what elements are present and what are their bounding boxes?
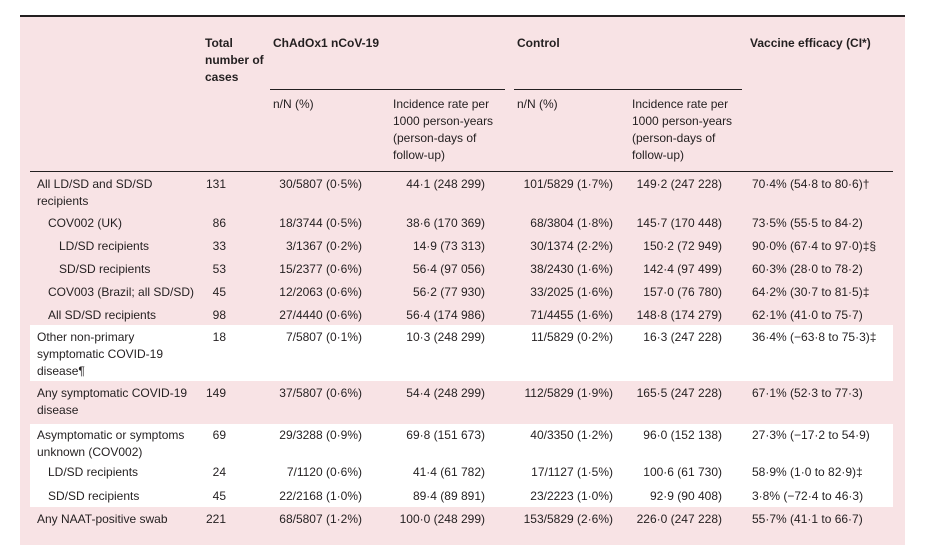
efficacy-value: 55·7% (41·1 to 66·7) [752, 512, 863, 526]
column-subheader: n/N (%) [517, 97, 558, 111]
cell-value: 150·2 (72 949) [643, 239, 722, 253]
efficacy-value: 3·8% (−72·4 to 46·3) [752, 489, 864, 503]
row-band [30, 424, 893, 507]
cell-value: 3/1367 (0·2%) [285, 239, 362, 253]
cell-value: 89·4 (89 891) [412, 489, 485, 503]
cell-value: 41·4 (61 782) [412, 465, 485, 479]
column-subheader: Incidence rate per 1000 person-years (pe… [632, 97, 733, 162]
cell-value: 100·0 (248 299) [399, 512, 485, 526]
cell-value: 68/5807 (1·2%) [279, 512, 362, 526]
cell-value: 226·0 (247 228) [636, 512, 722, 526]
cell-value: 38·6 (170 369) [406, 216, 485, 230]
row-label: LD/SD recipients [59, 239, 150, 253]
cell-value: 40/3350 (1·2%) [530, 428, 613, 442]
column-header: Control [517, 36, 560, 50]
row-label: LD/SD recipients [48, 465, 139, 479]
cell-value: 24 [212, 465, 226, 479]
cell-value: 221 [205, 512, 226, 526]
cell-value: 56·4 (174 986) [406, 308, 485, 322]
cell-value: 7/1120 (0·6%) [286, 465, 362, 479]
efficacy-value: 90·0% (67·4 to 97·0)‡§ [752, 239, 877, 253]
efficacy-value: 64·2% (30·7 to 81·5)‡ [752, 285, 870, 299]
cell-value: 22/2168 (1·0%) [279, 489, 362, 503]
row-label: All LD/SD and SD/SD recipients [37, 177, 153, 208]
cell-value: 69·8 (151 673) [406, 428, 485, 442]
efficacy-value: 62·1% (41·0 to 75·7) [752, 308, 863, 322]
cell-value: 157·0 (76 780) [643, 285, 722, 299]
cell-value: 12/2063 (0·6%) [279, 285, 362, 299]
cell-value: 33 [212, 239, 226, 253]
row-band [30, 325, 893, 381]
cell-value: 69 [212, 428, 226, 442]
column-header: ChAdOx1 nCoV-19 [273, 36, 380, 50]
efficacy-value: 36·4% (−63·8 to 75·3)‡ [752, 330, 877, 344]
cell-value: 7/5807 (0·1%) [285, 330, 362, 344]
row-label: Other non-primary symptomatic COVID-19 d… [37, 330, 164, 378]
cell-value: 38/2430 (1·6%) [530, 262, 613, 276]
cell-value: 56·2 (77 930) [412, 285, 485, 299]
cell-value: 27/4440 (0·6%) [279, 308, 362, 322]
row-label: SD/SD recipients [59, 262, 151, 276]
cell-value: 149 [205, 386, 226, 400]
cell-value: 142·4 (97 499) [643, 262, 722, 276]
cell-value: 98 [212, 308, 226, 322]
column-subheader: n/N (%) [273, 97, 314, 111]
cell-value: 14·9 (73 313) [412, 239, 485, 253]
cell-value: 44·1 (248 299) [406, 177, 485, 191]
cell-value: 56·4 (97 056) [412, 262, 485, 276]
cell-value: 86 [212, 216, 226, 230]
column-header: Vaccine efficacy (CI*) [750, 36, 871, 50]
row-label: COV002 (UK) [48, 216, 123, 230]
cell-value: 153/5829 (2·6%) [523, 512, 613, 526]
column-header: Total number of cases [205, 36, 264, 84]
row-label: Any symptomatic COVID-19 disease [37, 386, 188, 417]
cell-value: 101/5829 (1·7%) [523, 177, 613, 191]
efficacy-value: 58·9% (1·0 to 82·9)‡ [752, 465, 863, 479]
cell-value: 18/3744 (0·5%) [279, 216, 362, 230]
cell-value: 145·7 (170 448) [636, 216, 722, 230]
top-rule [20, 15, 905, 17]
efficacy-value: 67·1% (52·3 to 77·3) [752, 386, 863, 400]
group-rule [270, 89, 505, 90]
efficacy-value: 70·4% (54·8 to 80·6)† [752, 177, 870, 191]
cell-value: 29/3288 (0·9%) [279, 428, 362, 442]
row-label: Any NAAT-positive swab [37, 512, 168, 526]
cell-value: 10·3 (248 299) [406, 330, 485, 344]
cell-value: 15/2377 (0·6%) [279, 262, 362, 276]
cell-value: 100·6 (61 730) [643, 465, 722, 479]
cell-value: 68/3804 (1·8%) [530, 216, 613, 230]
cell-value: 45 [212, 285, 226, 299]
row-label: All SD/SD recipients [48, 308, 157, 322]
cell-value: 17/1127 (1·5%) [531, 465, 613, 479]
cell-value: 131 [205, 177, 226, 191]
cell-value: 23/2223 (1·0%) [530, 489, 613, 503]
column-subheader: Incidence rate per 1000 person-years (pe… [393, 97, 494, 162]
cell-value: 37/5807 (0·6%) [279, 386, 362, 400]
cell-value: 30/5807 (0·5%) [279, 177, 362, 191]
cell-value: 54·4 (248 299) [406, 386, 485, 400]
header-rule [30, 171, 893, 172]
cell-value: 16·3 (247 228) [643, 330, 722, 344]
efficacy-value: 27·3% (−17·2 to 54·9) [752, 428, 870, 442]
row-label: COV003 (Brazil; all SD/SD) [48, 285, 195, 299]
row-label: Asymptomatic or symptoms unknown (COV002… [37, 428, 185, 459]
efficacy-value: 60·3% (28·0 to 78·2) [752, 262, 863, 276]
cell-value: 92·9 (90 408) [649, 489, 722, 503]
cell-value: 112/5829 (1·9%) [524, 386, 614, 400]
group-rule [514, 89, 742, 90]
cell-value: 45 [212, 489, 226, 503]
cell-value: 149·2 (247 228) [636, 177, 722, 191]
cell-value: 71/4455 (1·6%) [530, 308, 613, 322]
cell-value: 53 [212, 262, 226, 276]
cell-value: 96·0 (152 138) [643, 428, 722, 442]
cell-value: 148·8 (174 279) [636, 308, 722, 322]
cell-value: 18 [212, 330, 226, 344]
cell-value: 165·5 (247 228) [636, 386, 722, 400]
cell-value: 30/1374 (2·2%) [530, 239, 613, 253]
cell-value: 33/2025 (1·6%) [530, 285, 613, 299]
row-label: SD/SD recipients [48, 489, 140, 503]
cell-value: 11/5829 (0·2%) [531, 330, 613, 344]
efficacy-value: 73·5% (55·5 to 84·2) [752, 216, 863, 230]
